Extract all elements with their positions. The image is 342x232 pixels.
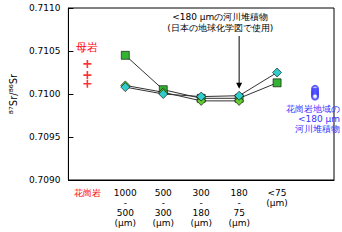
svg-text:(μm): (μm) (190, 218, 212, 228)
svg-text:-: - (162, 198, 165, 208)
svg-text:180: 180 (193, 208, 210, 218)
svg-text:母岩: 母岩 (76, 41, 98, 54)
svg-text:180: 180 (231, 188, 248, 198)
svg-text:0.7100: 0.7100 (29, 89, 61, 99)
svg-text:(μm): (μm) (115, 218, 137, 228)
svg-text:1000: 1000 (114, 188, 137, 198)
svg-text:河川堆積物: 河川堆積物 (295, 124, 340, 134)
svg-text:0.7105: 0.7105 (29, 46, 61, 56)
svg-text:<180 μm: <180 μm (298, 114, 340, 124)
svg-text:500: 500 (155, 188, 172, 198)
svg-text:300: 300 (155, 208, 172, 218)
svg-text:(μm): (μm) (228, 218, 250, 228)
svg-text:300: 300 (193, 188, 210, 198)
svg-text:0.7095: 0.7095 (29, 132, 61, 142)
svg-text:<180 μmの河川堆積物: <180 μmの河川堆積物 (172, 12, 268, 22)
svg-text:0.7090: 0.7090 (29, 175, 61, 185)
svg-text:-: - (124, 198, 127, 208)
svg-text:⁸⁷Sr/⁸⁶Sr: ⁸⁷Sr/⁸⁶Sr (8, 73, 19, 114)
svg-text:(日本の地球化学図で使用): (日本の地球化学図で使用) (167, 23, 273, 33)
svg-text:<75: <75 (268, 188, 287, 198)
svg-text:花崗岩: 花崗岩 (74, 188, 101, 198)
svg-text:-: - (200, 198, 203, 208)
svg-text:(μm): (μm) (152, 218, 174, 228)
svg-text:花崗岩地域の: 花崗岩地域の (286, 104, 340, 114)
svg-text:(μm): (μm) (266, 198, 288, 208)
svg-text:0.7110: 0.7110 (29, 3, 61, 13)
svg-text:500: 500 (117, 208, 134, 218)
svg-text:75: 75 (233, 208, 244, 218)
svg-text:-: - (238, 198, 241, 208)
